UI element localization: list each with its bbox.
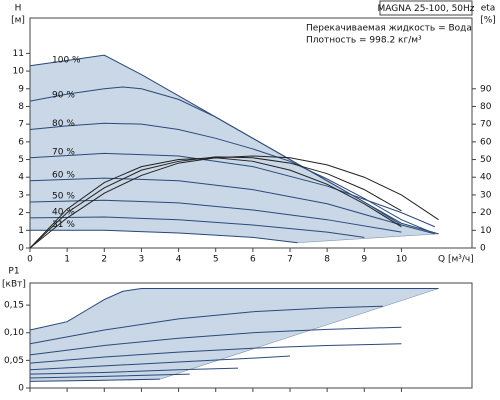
y-tick-label: 3 [18, 190, 24, 200]
x-tick-label: 4 [176, 255, 182, 265]
curve-label: 31 % [52, 220, 75, 230]
y-tick-label: 0,15 [4, 301, 24, 311]
curve [29, 157, 402, 249]
y-axis-label: P1 [8, 267, 19, 277]
curve-label: 50 % [52, 192, 75, 202]
curve-label: 80 % [52, 119, 75, 129]
curve [29, 343, 402, 364]
y2-tick-label: 70 [480, 120, 492, 130]
y-tick-label: 5 [18, 155, 24, 165]
curve [30, 229, 298, 244]
y-axis-label: H [15, 4, 22, 14]
y-tick-label: 8 [18, 102, 24, 112]
x-tick-label: 0 [27, 255, 33, 265]
y-tick-label: 4 [18, 173, 24, 183]
x-tick-label: 6 [250, 255, 256, 265]
y2-tick-label: 0 [480, 244, 486, 254]
y-tick-label: 9 [18, 84, 24, 94]
curve-label: 70 % [52, 147, 75, 157]
y-tick-label: 7 [18, 120, 24, 130]
y2-tick-label: 20 [480, 208, 492, 218]
y2-tick-label: 30 [480, 190, 492, 200]
x-tick-label: 7 [287, 255, 293, 265]
y2-axis-unit: [%] [480, 16, 496, 26]
y-tick-label: 0 [18, 244, 24, 254]
curve-label: 100 % [52, 55, 81, 65]
curve [29, 355, 291, 371]
y2-tick-label: 50 [480, 155, 492, 165]
y-axis-unit: [м] [11, 16, 25, 26]
annotation: Плотность = 998.2 кг/м³ [306, 36, 422, 46]
operating-area [29, 288, 439, 382]
curve [29, 378, 161, 382]
operating-area [29, 54, 439, 243]
y-tick-label: 10 [13, 67, 25, 77]
x-tick-label: 8 [324, 255, 330, 265]
y2-tick-label: 90 [480, 84, 492, 94]
curve [29, 288, 439, 331]
curve [29, 177, 435, 235]
curve [29, 326, 402, 356]
x-tick-label: 5 [213, 255, 219, 265]
curve [29, 367, 239, 375]
y-tick-label: 0,10 [4, 328, 24, 338]
curve [29, 152, 436, 228]
curve-label: 60 % [52, 170, 75, 180]
chart-title: MAGNA 25-100, 50Hz [377, 4, 474, 14]
curve [29, 373, 190, 379]
plot-frame [29, 282, 473, 389]
y-tick-label: 2 [18, 208, 24, 218]
annotation: Перекачиваемая жидкость = Вода [306, 24, 472, 34]
title-box [379, 0, 473, 16]
curve [29, 305, 383, 345]
y-axis-unit: [кВт] [2, 280, 26, 290]
x-tick-label: 2 [101, 255, 107, 265]
x-tick-label: 1 [64, 255, 70, 265]
y-tick-label: 0,05 [4, 356, 24, 366]
y-tick-label: 6 [18, 137, 24, 147]
x-tick-label: 3 [139, 255, 145, 265]
curve [29, 199, 402, 233]
curve [29, 216, 365, 238]
x-axis-label: Q [м³/ч] [438, 255, 474, 265]
curve [29, 156, 402, 249]
x-tick-label: 10 [396, 255, 408, 265]
y-tick-label: 1 [18, 226, 24, 236]
y2-tick-label: 80 [480, 102, 492, 112]
curve-label: 90 % [52, 91, 75, 101]
y-tick-label: 0 [18, 384, 24, 394]
y2-axis-label: eta [481, 4, 496, 14]
y2-tick-label: 40 [480, 173, 492, 183]
curve [29, 86, 402, 226]
y-tick-label: 11 [13, 49, 24, 59]
y2-tick-label: 10 [480, 226, 492, 236]
x-tick-label: 9 [361, 255, 367, 265]
plot-frame [29, 17, 473, 249]
y2-tick-label: 60 [480, 137, 492, 147]
